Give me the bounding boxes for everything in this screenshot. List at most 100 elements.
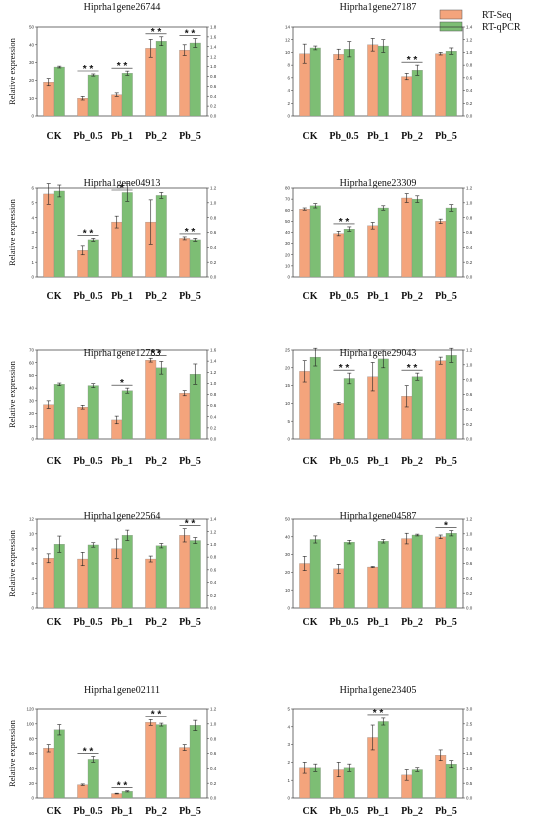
y-tick-label: 70 [29, 348, 35, 353]
y-tick-label: 2 [287, 101, 290, 106]
y-right-tick-label: 0.2 [210, 425, 217, 430]
y-right-tick-label: 0.8 [210, 215, 217, 220]
x-tick-label: Pb_1 [367, 806, 389, 817]
y-right-tick-label: 0.4 [466, 576, 473, 581]
y-right-tick-label: 1.0 [210, 381, 217, 386]
y-right-tick-label: 1.0 [210, 542, 217, 547]
bar-rt-qpcr-CK [309, 356, 321, 440]
bar-rt-seq-Pb_1 [367, 566, 379, 609]
x-tick-label: Pb_0.5 [329, 131, 358, 142]
x-tick-label: Pb_2 [401, 617, 423, 628]
y-tick-label: 50 [29, 25, 35, 30]
y-tick-label: 40 [29, 766, 35, 771]
x-tick-label: Pb_5 [179, 806, 201, 817]
y-tick-label: 60 [285, 208, 291, 213]
bar-rt-seq-Pb_5 [179, 535, 191, 609]
bar-rt-qpcr-Pb_1 [121, 73, 133, 117]
bar-rt-qpcr-Pb_2 [411, 534, 423, 609]
bar-rt-qpcr-Pb_2 [155, 41, 167, 117]
bar-rt-seq-Pb_0.5 [77, 558, 89, 609]
chart-panel-Hiprha1gene29043: Hiprha1gene29043 0 5 10 15 20 25 0.0 0.2 0.4 0.6 0.… [285, 348, 473, 467]
y-right-tick-label: 1.2 [466, 517, 473, 522]
bar-rt-qpcr-CK [309, 47, 321, 117]
chart-title: Hiprha1gene22564 [84, 511, 161, 522]
y-tick-label: 3 [287, 742, 290, 747]
x-tick-label: Pb_2 [401, 131, 423, 142]
x-tick-label: Pb_1 [367, 617, 389, 628]
bar-rt-qpcr-CK [53, 544, 65, 609]
bar-rt-qpcr-Pb_5 [189, 239, 201, 278]
y-right-tick-label: 2.5 [466, 721, 473, 726]
chart-title: Hiprha1gene02111 [84, 685, 160, 696]
y-right-tick-label: 0.6 [210, 84, 217, 89]
x-tick-label: Pb_0.5 [73, 456, 102, 467]
x-tick-label: CK [47, 617, 62, 628]
y-tick-label: 2 [31, 591, 34, 596]
y-right-tick-label: 0.4 [210, 580, 217, 585]
significance-marker: * * [373, 708, 384, 719]
y-right-tick-label: 0.6 [466, 561, 473, 566]
y-right-tick-label: 3.0 [466, 707, 473, 712]
y-right-tick-label: 1.4 [210, 359, 217, 364]
y-tick-label: 10 [29, 424, 35, 429]
y-tick-label: 30 [285, 552, 291, 557]
y-right-tick-label: 0.6 [210, 230, 217, 235]
bar-rt-seq-Pb_1 [111, 221, 123, 278]
y-tick-label: 5 [31, 200, 34, 205]
x-tick-label: Pb_2 [145, 291, 167, 302]
x-tick-label: Pb_0.5 [73, 806, 102, 817]
bar-rt-qpcr-CK [309, 539, 321, 609]
y-tick-label: 80 [285, 186, 291, 191]
y-right-tick-label: 1.4 [210, 517, 217, 522]
y-tick-label: 10 [285, 588, 291, 593]
y-right-tick-label: 1.4 [466, 25, 473, 30]
y-right-tick-label: 0.8 [210, 392, 217, 397]
chart-title: Hiprha1gene04587 [340, 511, 417, 522]
y-tick-label: 4 [31, 215, 34, 220]
y-tick-label: 0 [287, 606, 290, 611]
chart-panel-Hiprha1gene22564: Hiprha1gene22564 Relative expression 0 2 4 6 8… [7, 511, 217, 628]
y-tick-label: 4 [31, 576, 34, 581]
bar-rt-seq-Pb_5 [179, 238, 191, 278]
y-right-tick-label: 0.2 [466, 422, 473, 427]
x-tick-label: Pb_1 [111, 806, 133, 817]
bar-rt-seq-Pb_5 [435, 53, 447, 117]
bar-rt-qpcr-Pb_1 [377, 358, 389, 440]
x-tick-label: Pb_5 [435, 806, 457, 817]
significance-marker: * [120, 183, 124, 194]
y-tick-label: 4 [287, 724, 290, 729]
x-tick-label: CK [47, 291, 62, 302]
bar-rt-qpcr-Pb_1 [377, 45, 389, 117]
significance-marker: * * [185, 519, 196, 530]
x-tick-label: Pb_0.5 [329, 806, 358, 817]
y-right-tick-label: 0.8 [466, 377, 473, 382]
y-tick-label: 0 [287, 796, 290, 801]
x-tick-label: Pb_1 [111, 291, 133, 302]
y-right-tick-label: 1.0 [210, 721, 217, 726]
y-tick-label: 2 [31, 245, 34, 250]
bar-rt-qpcr-CK [309, 205, 321, 278]
chart-panel-Hiprha1gene12783: Hiprha1gene12783 Relative expression 0 10 20… [7, 348, 217, 467]
y-right-tick-label: 0.6 [210, 751, 217, 756]
y-right-tick-label: 0.0 [466, 796, 473, 801]
x-tick-label: Pb_5 [179, 291, 201, 302]
bar-rt-qpcr-Pb_5 [189, 725, 201, 799]
y-tick-label: 100 [26, 721, 34, 726]
x-tick-label: Pb_0.5 [329, 291, 358, 302]
x-tick-label: Pb_2 [145, 617, 167, 628]
bar-rt-seq-CK [43, 82, 55, 117]
y-right-tick-label: 0.6 [466, 230, 473, 235]
bar-rt-qpcr-Pb_5 [445, 51, 457, 117]
bar-rt-qpcr-Pb_0.5 [343, 229, 355, 278]
x-tick-label: Pb_1 [367, 291, 389, 302]
x-tick-label: Pb_2 [401, 291, 423, 302]
y-right-tick-label: 0.8 [210, 555, 217, 560]
bar-rt-seq-Pb_0.5 [333, 568, 345, 609]
y-tick-label: 25 [285, 348, 291, 353]
bar-rt-qpcr-Pb_1 [121, 535, 133, 609]
bar-rt-seq-Pb_5 [179, 747, 191, 799]
y-right-tick-label: 1.5 [466, 751, 473, 756]
y-tick-label: 10 [29, 531, 35, 536]
y-tick-label: 20 [29, 781, 35, 786]
bar-rt-seq-Pb_2 [145, 48, 157, 117]
